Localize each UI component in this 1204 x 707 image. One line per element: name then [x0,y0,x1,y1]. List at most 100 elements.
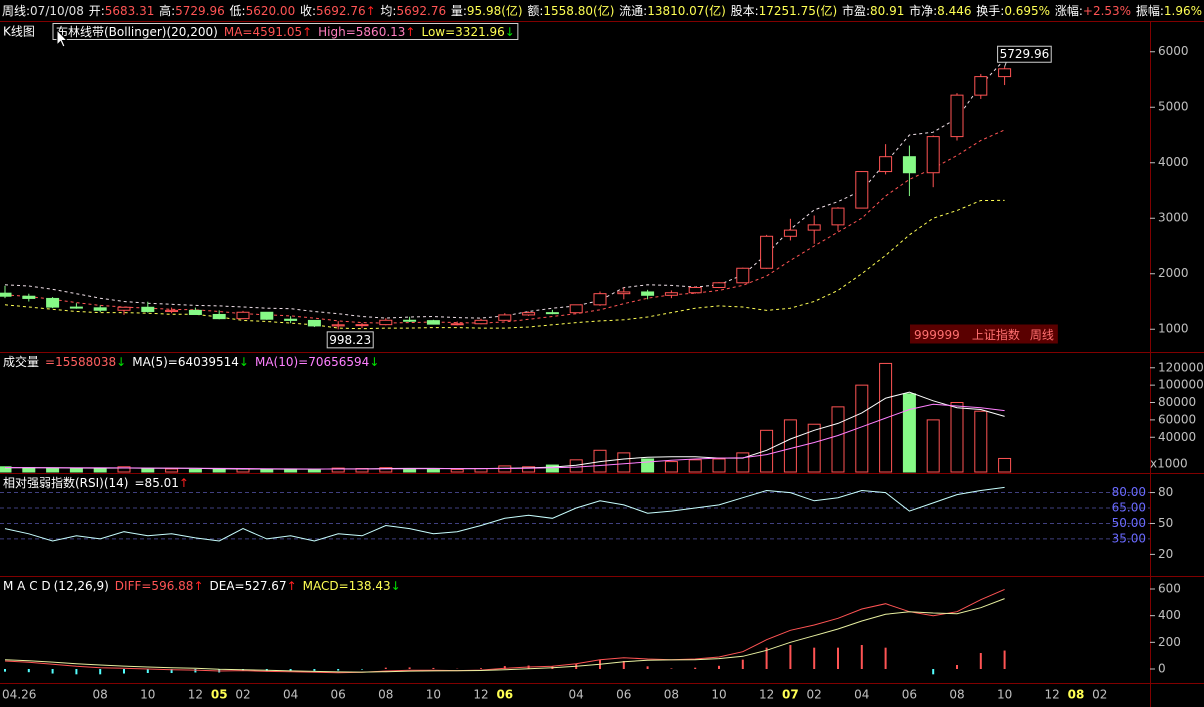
legend-indicator: 布林线带(Bollinger)(20,200) [56,25,218,39]
candle-body [926,136,940,174]
status-value: 8.446 [937,4,971,18]
candle-body [46,297,60,308]
candle-body [260,311,274,320]
volume-bar [998,457,1012,473]
volume-bar [307,468,321,473]
x-tick-label: 10 [140,688,155,702]
status-label: 换手: [976,4,1004,18]
volume-bar [664,461,678,473]
volume-bar [712,458,726,473]
status-value: 13810.07(亿) [647,3,726,18]
status-value: 80.91 [870,4,904,18]
overlay [56,28,69,48]
x-tick-label: 12 [759,688,774,702]
x-tick-label: 10 [426,688,441,702]
x-tick-label: 02 [235,688,250,702]
x-tick-label: 04 [569,688,584,702]
volume-bar [212,468,226,473]
status-label: 开: [89,4,105,18]
legend-title: 成交量 [3,354,39,369]
candle-body [165,309,179,312]
legend-value: =15588038 [45,355,116,369]
x-tick-label: 06 [331,688,346,702]
volume-bar [617,452,631,473]
legend: 成交量 =15588038↓ MA(5)=64039514↓ MA(10)=70656… [3,354,379,369]
candle-body [617,291,631,295]
candle-body [379,319,393,326]
status-value: 95.98(亿) [467,3,523,18]
y-tick-label: 2000 [1158,266,1189,280]
candle-body [855,171,869,209]
volume-bar [188,468,202,473]
x-tick-label: 12 [188,688,203,702]
x-tick-label: 08 [1068,688,1085,702]
series-line [4,199,1005,330]
symbol-label: 999999 上证指数 周线 [914,327,1054,342]
status-label: 涨幅: [1055,3,1083,18]
symbol-name: 上证指数 [972,327,1020,342]
legend-arrow: ↓ [116,355,126,369]
x-tick-label: 07 [782,688,799,702]
status-label: 高: [159,3,175,18]
candle-body [807,224,821,231]
y-tick-label: 20 [1158,547,1173,561]
status-label: 股本: [731,4,759,18]
legend: 相对强弱指数(RSI)(14) =85.01↑ [3,475,189,490]
candle-body [212,313,226,320]
x-tick-label: 04.26 [2,688,36,702]
x-tick-label: 06 [616,688,631,702]
legend-arrow: ↓ [505,25,515,39]
reference-label: 50.00 [1112,516,1146,530]
legend-series: MA=4591.05 [224,25,302,39]
legend: 布林线带(Bollinger)(20,200) MA=4591.05↑ High=5… [56,25,515,39]
candle-body [307,319,321,327]
legend-box [52,23,519,40]
volume-bar [807,423,821,473]
status-value: 5692.76 [396,4,446,18]
y-tick-label: 6000 [1158,44,1189,58]
y-tick-label: 50 [1158,516,1173,530]
volume-bar [69,468,83,473]
unit-label: x1000 [1150,457,1188,471]
legend-params: (12,26,9) [54,579,109,593]
legend-series: High=5860.13 [318,25,405,39]
candle-body [998,68,1012,78]
volume-bar [46,468,60,473]
legend-series: DIFF=596.88 [115,579,194,593]
x-tick-label: 10 [711,688,726,702]
legend-arrow: ↓ [391,579,401,593]
status-label: 收: [300,4,316,18]
legend-arrow: ↓ [239,355,249,369]
y-tick-label: 400 [1158,608,1181,622]
legend-arrow: ↓ [369,355,379,369]
x-tick-label: 08 [378,688,393,702]
status-value: 5729.96 [175,4,225,18]
y-tick-label: 4000 [1158,155,1189,169]
candle-body [188,309,202,315]
legend-series: DEA=527.67 [210,579,287,593]
volume-bar [522,466,536,473]
volume-bar [545,464,559,473]
legend-series: =85.01 [135,476,179,490]
volume-bar [0,466,12,473]
x-tick-label: 12 [1045,688,1060,702]
status-label: 市净: [909,3,937,18]
candle-body [593,293,607,306]
legend-arrow: ↑ [287,579,297,593]
status-bar: 周线:07/10/08 开:5683.31 高:5729.96 低:5620.00 收:… [2,3,1202,18]
symbol-box [910,324,1058,344]
candle-body [69,306,83,309]
legend: M A C D (12,26,9) DIFF=596.88↑ DEA=527.67↑ M… [3,579,401,593]
panel-title: K线图 [3,25,35,39]
reference-label: 80.00 [1112,485,1146,499]
y-tick-label: 600 [1158,582,1181,596]
status-label: 流通: [619,4,647,18]
candle-body [0,292,12,297]
series-line [4,598,1005,673]
volume-bar [260,468,274,473]
mouse-cursor [56,28,69,48]
candle-body [950,94,964,138]
candle-body [879,156,893,173]
series-line [4,588,1005,674]
status-label: 额: [527,4,543,18]
